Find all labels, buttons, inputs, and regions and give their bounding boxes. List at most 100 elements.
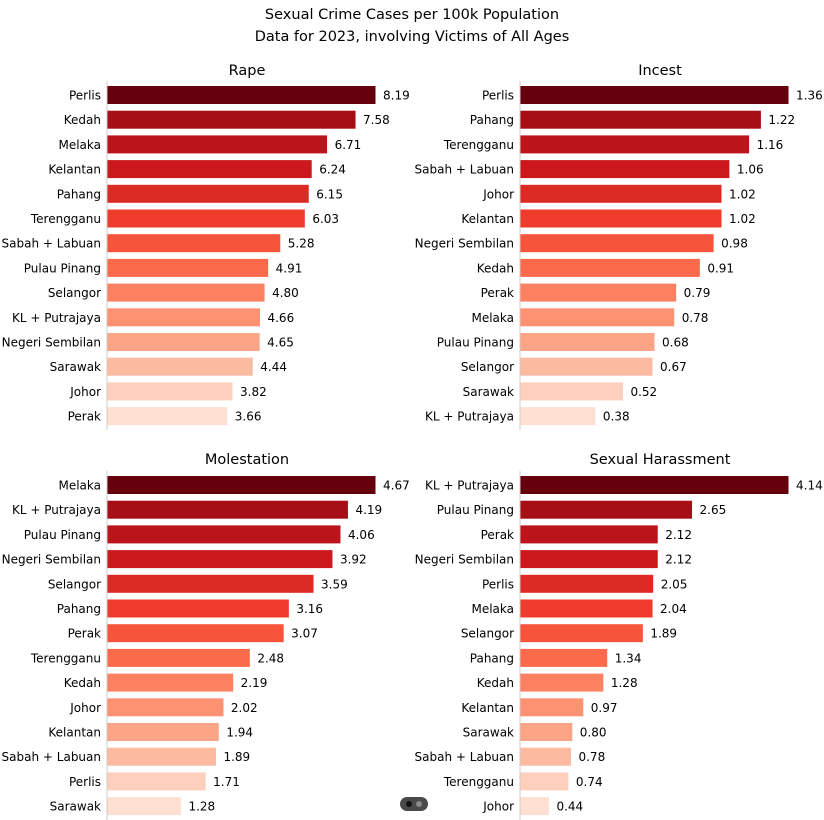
carousel-pager[interactable] <box>400 797 428 811</box>
data-label: 0.79 <box>684 286 711 300</box>
data-label: 6.15 <box>316 187 343 201</box>
bar <box>107 135 328 154</box>
bar <box>107 234 281 253</box>
data-label: 3.82 <box>240 385 267 399</box>
category-label: Selangor <box>461 627 514 641</box>
bar <box>520 258 700 277</box>
data-label: 2.48 <box>257 651 284 665</box>
category-label: Pahang <box>470 113 514 127</box>
bar <box>107 333 260 351</box>
data-label: 4.67 <box>383 479 410 493</box>
data-label: 2.05 <box>661 577 688 591</box>
category-label: Perak <box>481 528 514 542</box>
data-label: 6.24 <box>319 163 346 177</box>
bar <box>107 382 233 401</box>
category-label: Sabah + Labuan <box>415 163 514 177</box>
pager-dot-active[interactable] <box>406 801 412 807</box>
data-label: 4.44 <box>260 360 287 374</box>
bar <box>520 550 658 569</box>
bar <box>520 772 569 791</box>
panel-title: Incest <box>638 63 682 79</box>
category-label: KL + Putrajaya <box>425 410 514 424</box>
data-label: 2.19 <box>241 676 268 690</box>
bar <box>107 407 228 426</box>
data-label: 1.34 <box>615 651 642 665</box>
bar <box>520 209 722 228</box>
bar <box>107 308 260 327</box>
category-label: Pulau Pinang <box>24 261 101 275</box>
category-label: Johor <box>69 701 101 715</box>
pager-dot-inactive[interactable] <box>416 801 422 807</box>
bar <box>107 86 376 104</box>
category-label: Sabah + Labuan <box>415 750 514 764</box>
data-label: 0.74 <box>576 775 603 789</box>
bar <box>520 723 573 741</box>
category-label: Johor <box>482 800 514 814</box>
data-label: 0.68 <box>662 336 689 350</box>
data-label: 2.02 <box>231 701 258 715</box>
data-label: 1.16 <box>757 138 784 152</box>
category-label: Terengganu <box>443 138 514 152</box>
category-label: Perlis <box>482 577 514 591</box>
category-label: Perlis <box>482 89 514 103</box>
data-label: 1.89 <box>650 627 677 641</box>
category-label: Kelantan <box>48 726 101 740</box>
bar <box>520 160 730 179</box>
data-label: 0.67 <box>660 360 687 374</box>
category-label: KL + Putrajaya <box>12 311 101 325</box>
data-label: 0.91 <box>707 261 734 275</box>
category-label: Terengganu <box>30 651 101 665</box>
bar <box>520 525 658 544</box>
data-label: 5.28 <box>288 237 315 251</box>
bar <box>520 234 714 253</box>
bar <box>107 624 284 643</box>
data-label: 4.06 <box>348 528 375 542</box>
category-label: Sarawak <box>50 360 101 374</box>
bar <box>107 283 265 302</box>
category-label: Kelantan <box>461 701 514 715</box>
data-label: 0.78 <box>682 311 709 325</box>
category-label: Pahang <box>57 187 101 201</box>
data-label: 3.16 <box>296 602 323 616</box>
category-label: Kedah <box>477 676 514 690</box>
panel-title: Molestation <box>205 452 289 468</box>
data-label: 4.19 <box>355 503 382 517</box>
panel-title: Sexual Harassment <box>590 452 731 468</box>
category-label: Kelantan <box>461 212 514 226</box>
bar <box>107 357 253 376</box>
figure-subtitle: Data for 2023, involving Victims of All … <box>254 29 570 45</box>
data-label: 0.98 <box>721 237 748 251</box>
data-label: 0.38 <box>603 410 630 424</box>
bar <box>107 673 234 692</box>
bar <box>107 500 348 519</box>
data-label: 4.66 <box>267 311 294 325</box>
category-label: Perlis <box>69 89 101 103</box>
category-label: Sarawak <box>50 800 101 814</box>
category-label: Kelantan <box>48 163 101 177</box>
bar <box>107 258 269 277</box>
data-label: 0.44 <box>556 800 583 814</box>
bar <box>520 333 655 351</box>
bar <box>520 382 623 401</box>
data-label: 3.07 <box>291 627 318 641</box>
category-label: Melaka <box>471 602 514 616</box>
category-label: Johor <box>482 187 514 201</box>
data-label: 1.06 <box>737 163 764 177</box>
data-label: 0.52 <box>630 385 657 399</box>
category-label: Sarawak <box>463 385 514 399</box>
bar <box>520 574 654 593</box>
data-label: 1.89 <box>223 750 250 764</box>
category-label: Pahang <box>57 602 101 616</box>
data-label: 1.02 <box>729 212 756 226</box>
data-label: 1.02 <box>729 187 756 201</box>
category-label: Pahang <box>470 651 514 665</box>
category-label: Negeri Sembilan <box>415 237 514 251</box>
category-label: Perak <box>68 410 101 424</box>
panel-title: Rape <box>229 63 266 79</box>
bar <box>107 160 312 179</box>
bar <box>107 747 216 766</box>
category-label: Sabah + Labuan <box>2 750 101 764</box>
category-label: Terengganu <box>443 775 514 789</box>
data-label: 2.12 <box>665 528 692 542</box>
bar <box>520 357 653 376</box>
